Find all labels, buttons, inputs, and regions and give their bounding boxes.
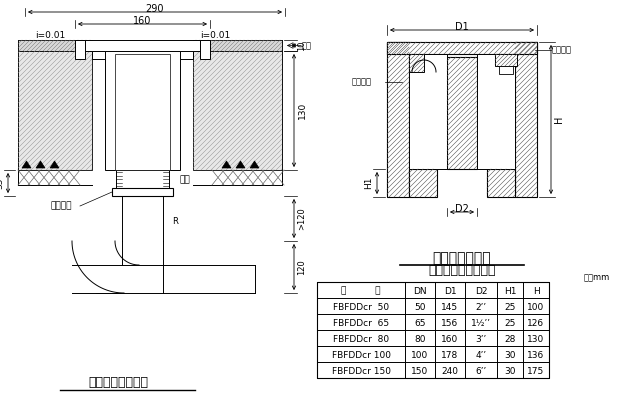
Text: 普惠阀门: 普惠阀门 <box>119 105 166 124</box>
Text: 160: 160 <box>441 335 459 343</box>
Text: 排水位置: 排水位置 <box>552 46 572 55</box>
Bar <box>200 40 210 59</box>
Text: 50: 50 <box>414 303 426 311</box>
Text: 240: 240 <box>441 366 459 375</box>
Text: 120: 120 <box>298 259 306 275</box>
Text: 100: 100 <box>411 351 429 360</box>
Text: H: H <box>532 286 539 295</box>
Polygon shape <box>36 161 45 168</box>
Bar <box>477 54 515 169</box>
Text: FBFDDcr  80: FBFDDcr 80 <box>333 335 389 343</box>
Text: i=0.01: i=0.01 <box>200 30 230 40</box>
Text: 25: 25 <box>504 303 516 311</box>
Text: 156: 156 <box>441 318 459 328</box>
Text: 面层: 面层 <box>302 41 312 50</box>
Polygon shape <box>222 161 231 168</box>
Text: 150: 150 <box>411 366 429 375</box>
Bar <box>487 169 515 197</box>
Text: 25: 25 <box>504 318 516 328</box>
Text: 6’’: 6’’ <box>476 366 487 375</box>
Text: 145: 145 <box>441 303 459 311</box>
Bar <box>193 51 282 170</box>
Text: 100: 100 <box>528 303 544 311</box>
Text: 80: 80 <box>414 335 426 343</box>
Text: 290: 290 <box>146 4 164 14</box>
Text: FBFDDcr  65: FBFDDcr 65 <box>333 318 389 328</box>
Text: H1: H1 <box>504 286 516 295</box>
Text: 126: 126 <box>528 318 544 328</box>
Text: D2: D2 <box>455 204 469 214</box>
Bar <box>387 42 537 54</box>
Bar <box>409 54 424 72</box>
Bar <box>515 42 537 197</box>
Text: 3’’: 3’’ <box>476 335 487 343</box>
Polygon shape <box>22 161 31 168</box>
Bar <box>447 57 477 169</box>
Text: 30: 30 <box>504 366 516 375</box>
Text: 铸铁短管: 铸铁短管 <box>51 202 72 210</box>
Bar <box>499 66 513 74</box>
Text: 底板: 底板 <box>180 175 191 185</box>
Polygon shape <box>250 161 259 168</box>
Text: 防爆地漏规格型号表: 防爆地漏规格型号表 <box>428 263 496 276</box>
Bar <box>75 40 85 59</box>
Bar <box>495 54 517 66</box>
Text: H: H <box>554 116 564 123</box>
Text: 4’’: 4’’ <box>476 351 487 360</box>
Text: 2’’: 2’’ <box>476 303 487 311</box>
Text: >120: >120 <box>298 207 306 230</box>
Text: 28: 28 <box>504 335 516 343</box>
Bar <box>75 40 210 51</box>
Text: 136: 136 <box>528 351 544 360</box>
Bar <box>409 54 447 169</box>
Bar <box>115 54 170 170</box>
Text: 65: 65 <box>414 318 426 328</box>
Polygon shape <box>236 161 245 168</box>
Text: DN: DN <box>413 286 427 295</box>
Text: D1: D1 <box>455 22 469 32</box>
Text: 防爆地漏剖面图: 防爆地漏剖面图 <box>432 251 491 265</box>
Text: 1½’’: 1½’’ <box>471 318 491 328</box>
Bar <box>317 282 549 378</box>
Text: R: R <box>172 217 178 225</box>
Text: D1: D1 <box>444 286 456 295</box>
Text: FBFDDcr  50: FBFDDcr 50 <box>333 303 389 311</box>
Bar <box>18 40 92 51</box>
Bar <box>92 51 193 59</box>
Text: 单位mm: 单位mm <box>584 274 610 282</box>
Bar <box>116 170 169 188</box>
Bar <box>409 169 437 197</box>
Text: 35: 35 <box>0 177 4 189</box>
Text: FBFDDcr 150: FBFDDcr 150 <box>331 366 391 375</box>
Bar <box>193 40 282 51</box>
Text: 130: 130 <box>298 102 306 119</box>
Text: 30: 30 <box>504 351 516 360</box>
Text: 175: 175 <box>528 366 544 375</box>
Text: 型          号: 型 号 <box>341 286 381 295</box>
Text: D2: D2 <box>475 286 488 295</box>
Text: 160: 160 <box>133 16 152 26</box>
Polygon shape <box>50 161 59 168</box>
Text: FBFDDcr 100: FBFDDcr 100 <box>331 351 391 360</box>
Text: i=0.01: i=0.01 <box>35 30 65 40</box>
Text: 密封位置: 密封位置 <box>352 78 372 86</box>
Bar <box>387 42 409 197</box>
Bar <box>18 51 92 170</box>
Text: 178: 178 <box>441 351 459 360</box>
Bar <box>105 51 180 170</box>
Text: 130: 130 <box>528 335 544 343</box>
Bar <box>112 188 173 196</box>
Text: 10: 10 <box>298 40 306 51</box>
Text: H1: H1 <box>364 177 374 189</box>
Text: 防爆地漏安装大样: 防爆地漏安装大样 <box>88 377 148 389</box>
